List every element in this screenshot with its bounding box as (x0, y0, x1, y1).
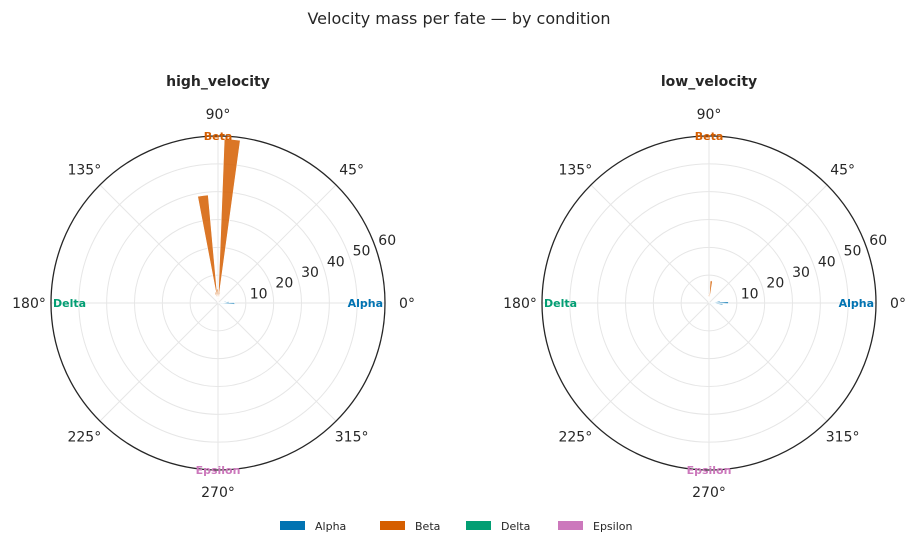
legend-item-delta: Delta (466, 520, 530, 533)
bar-alpha (217, 300, 227, 304)
legend-item-beta: Beta (380, 520, 440, 533)
angle-tick-label: 225° (67, 430, 101, 446)
angle-tick-label: 45° (830, 162, 855, 178)
bar-beta (217, 138, 241, 304)
angle-tick-label: 135° (67, 162, 101, 178)
angular-gridline (217, 184, 337, 304)
radial-tick-label: 20 (275, 276, 293, 292)
bar-beta (708, 280, 713, 304)
fate-label-alpha: Alpha (839, 297, 874, 310)
legend-swatch (380, 521, 405, 530)
legend: Alpha Beta Delta Epsilon (280, 520, 633, 533)
angular-gridline (99, 302, 219, 422)
radial-tick-label: 50 (844, 244, 862, 260)
bar-beta (214, 291, 219, 304)
angle-tick-label: 270° (692, 485, 726, 501)
radial-tick-label: 40 (327, 254, 345, 270)
bar-beta (197, 194, 219, 304)
radial-tick-label: 30 (301, 265, 319, 281)
legend-swatch (466, 521, 491, 530)
bar-beta (707, 297, 710, 304)
legend-label: Alpha (315, 520, 346, 533)
legend-swatch (558, 521, 583, 530)
legend-swatch (280, 521, 305, 530)
fate-label-beta: Beta (695, 130, 724, 143)
polar-frame (50, 135, 386, 471)
angle-tick-label: 315° (335, 430, 369, 446)
fate-label-delta: Delta (53, 297, 86, 310)
legend-label: Beta (415, 520, 440, 533)
angle-tick-label: 90° (697, 107, 722, 123)
bar-alpha (708, 300, 721, 304)
angle-tick-label: 180° (503, 296, 537, 312)
panel-title: high_velocity (166, 74, 270, 90)
fate-label-epsilon: Epsilon (196, 464, 241, 477)
radial-tick-label: 10 (741, 286, 759, 302)
angular-gridline (708, 184, 828, 304)
panel-title: low_velocity (661, 74, 757, 90)
legend-label: Epsilon (593, 520, 633, 533)
fate-label-alpha: Alpha (348, 297, 383, 310)
legend-item-alpha: Alpha (280, 520, 346, 533)
fate-label-epsilon: Epsilon (687, 464, 732, 477)
angle-tick-label: 315° (826, 430, 860, 446)
polar-panel-low-velocity: low_velocity 0° 45° 90° 135° 180° 225° 270° 315°… (503, 74, 906, 501)
polar-frame (541, 135, 877, 471)
legend-item-epsilon: Epsilon (558, 520, 633, 533)
angle-tick-label: 45° (339, 162, 364, 178)
angle-tick-label: 0° (890, 296, 906, 312)
angular-gridline (99, 184, 219, 304)
angular-gridline (708, 302, 828, 422)
radial-tick-label: 30 (792, 265, 810, 281)
bar-alpha (708, 301, 729, 304)
angular-gridline (217, 302, 337, 422)
legend-label: Delta (501, 520, 530, 533)
figure-title: Velocity mass per fate — by condition (307, 9, 610, 28)
angle-tick-label: 270° (201, 485, 235, 501)
fate-label-beta: Beta (204, 130, 233, 143)
radial-tick-label: 60 (869, 233, 887, 249)
polar-panel-high-velocity: high_velocity 0° 45° 90° 135° 180° 225° 270° 315… (12, 74, 415, 501)
fate-label-delta: Delta (544, 297, 577, 310)
angular-gridline (590, 302, 710, 422)
angle-tick-label: 180° (12, 296, 46, 312)
angular-gridline (590, 184, 710, 304)
radial-tick-label: 20 (766, 276, 784, 292)
angle-tick-label: 225° (558, 430, 592, 446)
radial-tick-label: 60 (378, 233, 396, 249)
angle-tick-label: 90° (206, 107, 231, 123)
angle-tick-label: 135° (558, 162, 592, 178)
angle-tick-label: 0° (399, 296, 415, 312)
radial-tick-label: 10 (250, 286, 268, 302)
radial-tick-label: 50 (353, 244, 371, 260)
radial-tick-label: 40 (818, 254, 836, 270)
